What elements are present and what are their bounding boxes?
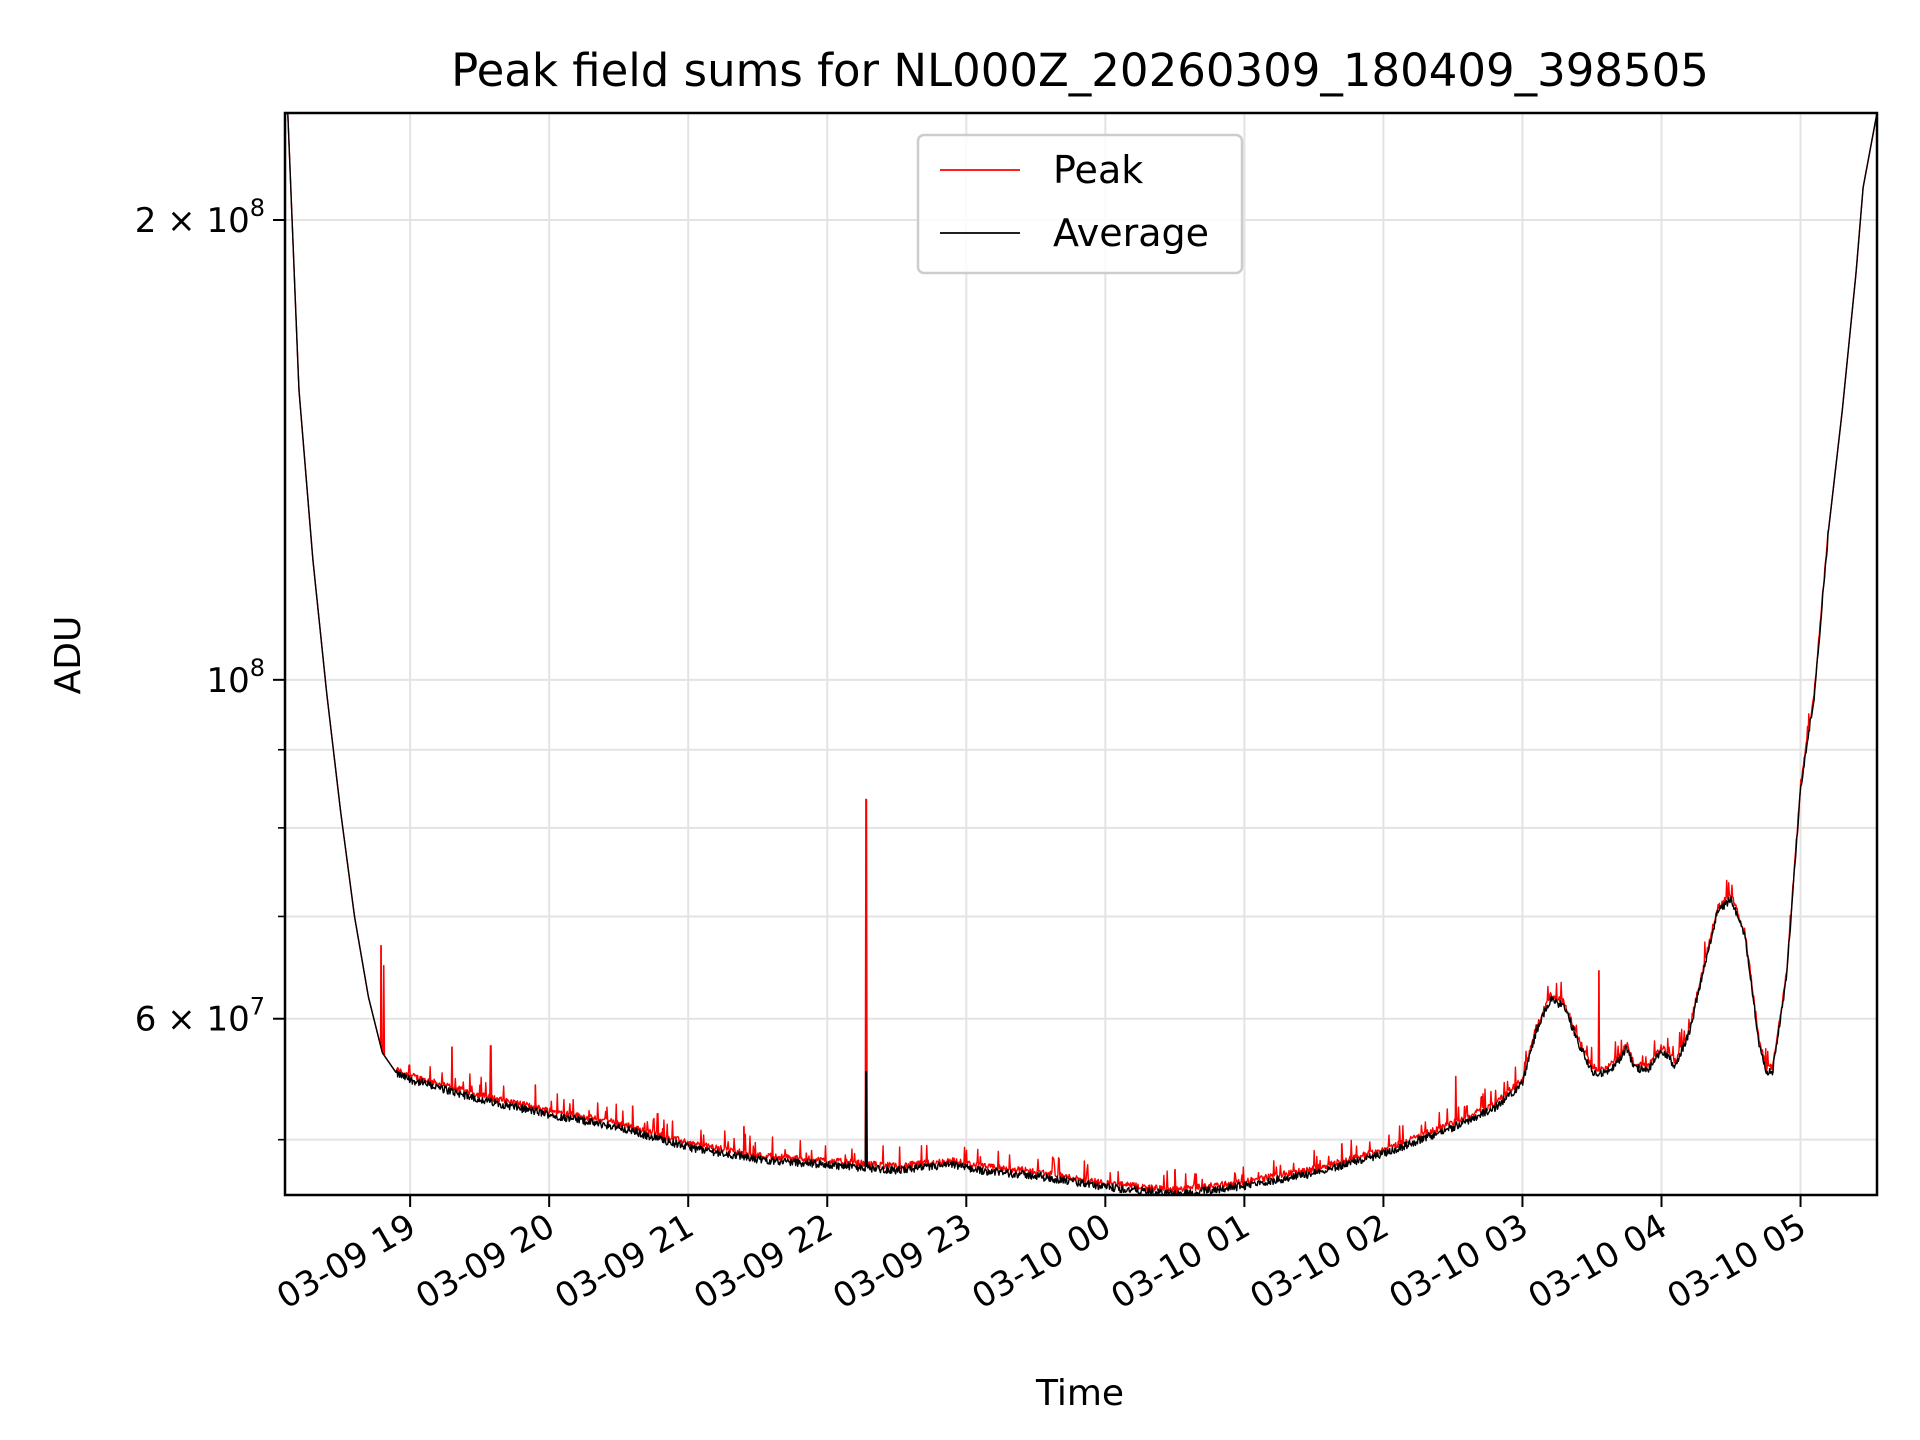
y-tick-label: 6 × 107 xyxy=(135,993,265,1040)
y-tick-exponent: 7 xyxy=(250,993,265,1021)
y-tick-base: 10 xyxy=(206,661,249,701)
y-tick-base: 6 × 10 xyxy=(135,1000,250,1040)
plot-area xyxy=(287,113,1877,1195)
legend-label-average: Average xyxy=(1053,211,1209,255)
plot-frame xyxy=(283,111,1879,1197)
y-tick-base: 2 × 10 xyxy=(135,201,250,241)
x-axis-label: Time xyxy=(1035,1373,1124,1414)
y-tick-exponent: 8 xyxy=(250,194,265,222)
y-tick-label: 108 xyxy=(206,654,265,701)
chart-title: Peak field sums for NL000Z_20260309_1804… xyxy=(451,44,1709,97)
legend-label-peak: Peak xyxy=(1053,148,1143,192)
y-axis-label: ADU xyxy=(48,616,89,695)
y-tick-label: 2 × 108 xyxy=(135,194,265,241)
y-tick-exponent: 8 xyxy=(250,654,265,682)
series-line-average xyxy=(287,113,1877,1195)
legend: Peak Average xyxy=(916,133,1244,275)
